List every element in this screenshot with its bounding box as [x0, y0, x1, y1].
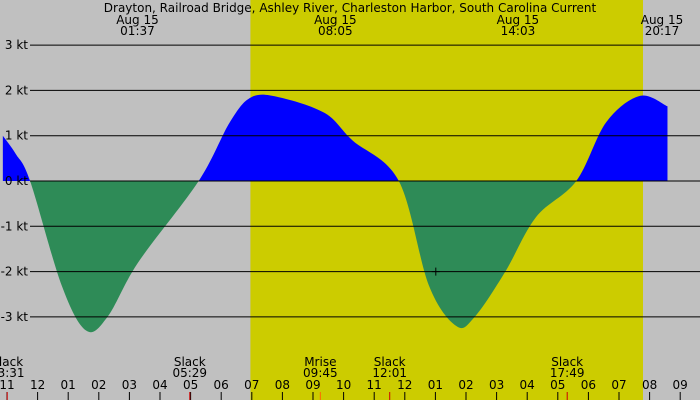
event-time: 05:29: [172, 366, 207, 380]
x-tick-label: 03: [122, 378, 137, 392]
x-tick-label: 02: [91, 378, 106, 392]
y-axis: 3 kt 2 kt 1 kt 0 kt -1 kt -2 kt -3 kt: [1, 38, 29, 324]
crosshair-marker: [431, 267, 440, 276]
x-tick-label: 12: [397, 378, 412, 392]
x-tick-label: 10: [336, 378, 351, 392]
chart-title: Drayton, Railroad Bridge, Ashley River, …: [104, 1, 597, 15]
event-time: 12:01: [372, 366, 407, 380]
extreme-date: Aug 15: [497, 13, 540, 27]
x-tick-label: 04: [520, 378, 535, 392]
x-tick-label: 11: [367, 378, 382, 392]
y-tick-label: 0 kt: [5, 174, 28, 188]
event-labels: Slack23:31Slack05:29Mrise09:45Slack12:01…: [0, 355, 585, 400]
x-tick-label: 01: [428, 378, 443, 392]
y-tick-label: -3 kt: [1, 310, 29, 324]
x-tick-label: 05: [550, 378, 565, 392]
x-tick-label: 02: [458, 378, 473, 392]
x-tick-label: 09: [305, 378, 320, 392]
ebb-area: [2, 181, 668, 333]
event-name: Mrise: [304, 355, 336, 369]
x-tick-label: 04: [152, 378, 167, 392]
extreme-time: 08:05: [318, 24, 353, 38]
x-tick-label: 08: [275, 378, 290, 392]
current-areas: [2, 94, 668, 333]
flood-area: [2, 94, 668, 181]
event-name: Slack: [0, 355, 23, 369]
event-time: 17:49: [550, 366, 585, 380]
extreme-time: 01:37: [120, 24, 155, 38]
x-tick-label: 08: [642, 378, 657, 392]
x-tick-label: 09: [673, 378, 688, 392]
extreme-date: Aug 15: [641, 13, 684, 27]
x-tick-label: 03: [489, 378, 504, 392]
y-tick-label: 3 kt: [5, 38, 28, 52]
x-tick-label: 05: [183, 378, 198, 392]
event-time: 23:31: [0, 366, 25, 380]
event-name: Slack: [174, 355, 206, 369]
x-tick-label: 06: [581, 378, 596, 392]
extreme-date: Aug 15: [314, 13, 357, 27]
extreme-time: 20:17: [645, 24, 680, 38]
event-name: Slack: [551, 355, 583, 369]
x-tick-label: 12: [30, 378, 45, 392]
event-name: Slack: [374, 355, 406, 369]
x-tick-label: 01: [61, 378, 76, 392]
x-tick-label: 06: [214, 378, 229, 392]
y-tick-label: 1 kt: [5, 129, 28, 143]
x-tick-label: 07: [611, 378, 626, 392]
extreme-time: 14:03: [501, 24, 536, 38]
y-tick-label: -2 kt: [1, 265, 29, 279]
x-tick-label: 11: [0, 378, 15, 392]
x-tick-label: 07: [244, 378, 259, 392]
y-tick-label: -1 kt: [1, 219, 29, 233]
x-axis: 11 12 01 02 03 04 05 06 07 08 09 10 11 12 01 02 03 04 05 06…: [0, 378, 688, 400]
y-tick-label: 2 kt: [5, 83, 28, 97]
event-time: 09:45: [303, 366, 338, 380]
gridlines: [30, 44, 700, 318]
extreme-date: Aug 15: [116, 13, 159, 27]
